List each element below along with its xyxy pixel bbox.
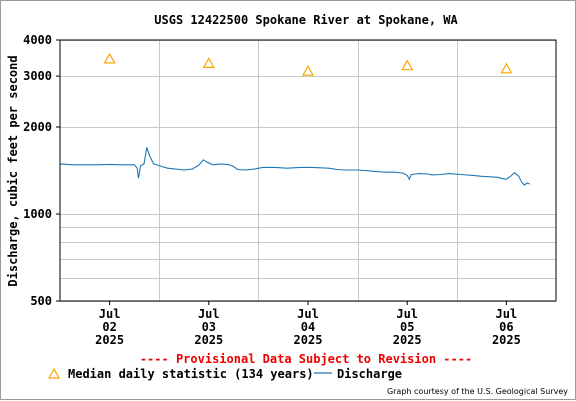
x-tick-label: 2025 xyxy=(95,333,124,347)
x-tick-label: 2025 xyxy=(194,333,223,347)
legend-discharge-label: Discharge xyxy=(337,367,402,381)
x-tick-label: 02 xyxy=(102,320,116,334)
x-axis-ticks: Jul022025Jul032025Jul042025Jul052025Jul0… xyxy=(95,301,521,347)
y-axis-ticks: 500 1000 2000 3000 4000 xyxy=(23,33,60,308)
x-tick-label: 03 xyxy=(202,320,216,334)
x-tick-label: 2025 xyxy=(393,333,422,347)
y-axis-label: Discharge, cubic feet per second xyxy=(6,55,20,286)
median-marker xyxy=(500,62,513,74)
y-tick-label: 1000 xyxy=(23,207,52,221)
usgs-credit: Graph courtesy of the U.S. Geological Su… xyxy=(387,387,568,396)
median-marker xyxy=(301,64,315,76)
x-tick-label: Jul xyxy=(297,307,319,321)
legend: Median daily statistic (134 years) Disch… xyxy=(47,367,402,381)
x-tick-label: 05 xyxy=(400,320,414,334)
gridlines xyxy=(60,40,556,302)
provisional-notice: ---- Provisional Data Subject to Revisio… xyxy=(140,352,472,366)
median-marker xyxy=(103,52,116,64)
discharge-line xyxy=(59,147,530,186)
x-tick-label: Jul xyxy=(198,307,220,321)
x-tick-label: Jul xyxy=(496,307,518,321)
x-tick-label: 06 xyxy=(499,320,513,334)
plot-frame xyxy=(59,39,557,302)
median-marker xyxy=(401,59,414,71)
x-tick-label: 2025 xyxy=(492,333,521,347)
y-tick-label: 2000 xyxy=(23,120,52,134)
y-tick-label: 4000 xyxy=(23,33,52,47)
legend-median-label: Median daily statistic (134 years) xyxy=(68,367,314,381)
median-marker xyxy=(202,57,215,68)
legend-median-marker xyxy=(47,367,61,379)
x-tick-label: Jul xyxy=(396,307,418,321)
chart-title: USGS 12422500 Spokane River at Spokane, … xyxy=(154,13,458,27)
x-tick-label: 2025 xyxy=(294,333,323,347)
x-tick-label: Jul xyxy=(99,307,121,321)
y-tick-label: 500 xyxy=(30,294,52,308)
series-layer xyxy=(59,52,530,186)
y-tick-label: 3000 xyxy=(23,69,52,83)
x-tick-label: 04 xyxy=(301,320,315,334)
